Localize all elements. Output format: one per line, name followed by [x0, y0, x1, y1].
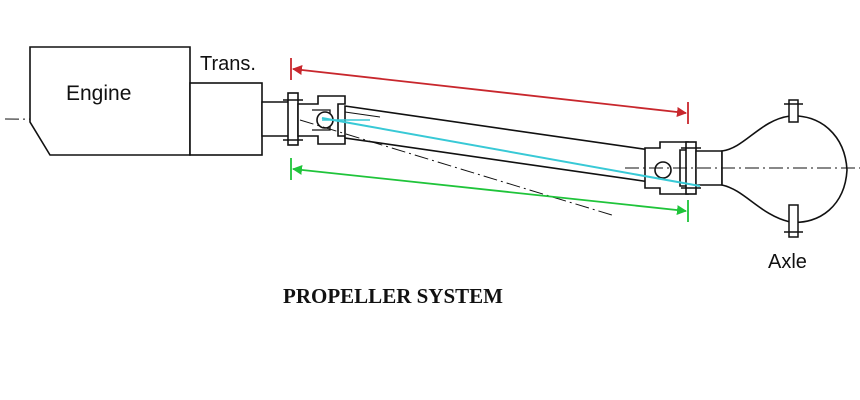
- engine-block: [29, 46, 191, 156]
- propeller-shaft-tube: [344, 105, 651, 183]
- red-dimension-arrow: [292, 65, 687, 117]
- diagram-title: PROPELLER SYSTEM: [283, 284, 503, 308]
- transmission-label: Trans.: [200, 53, 256, 75]
- transmission-output-shaft: [261, 101, 291, 137]
- engine-label: Engine: [66, 82, 131, 105]
- axle-tube-top: [788, 99, 799, 123]
- transmission-housing: [189, 82, 263, 156]
- front-flange: [287, 92, 299, 146]
- axle-label: Axle: [768, 251, 807, 273]
- green-dimension-arrow: [292, 164, 687, 216]
- axle-tube-bottom: [788, 204, 799, 238]
- rear-universal-joint-spider: [654, 161, 672, 179]
- differential-housing: [721, 115, 848, 224]
